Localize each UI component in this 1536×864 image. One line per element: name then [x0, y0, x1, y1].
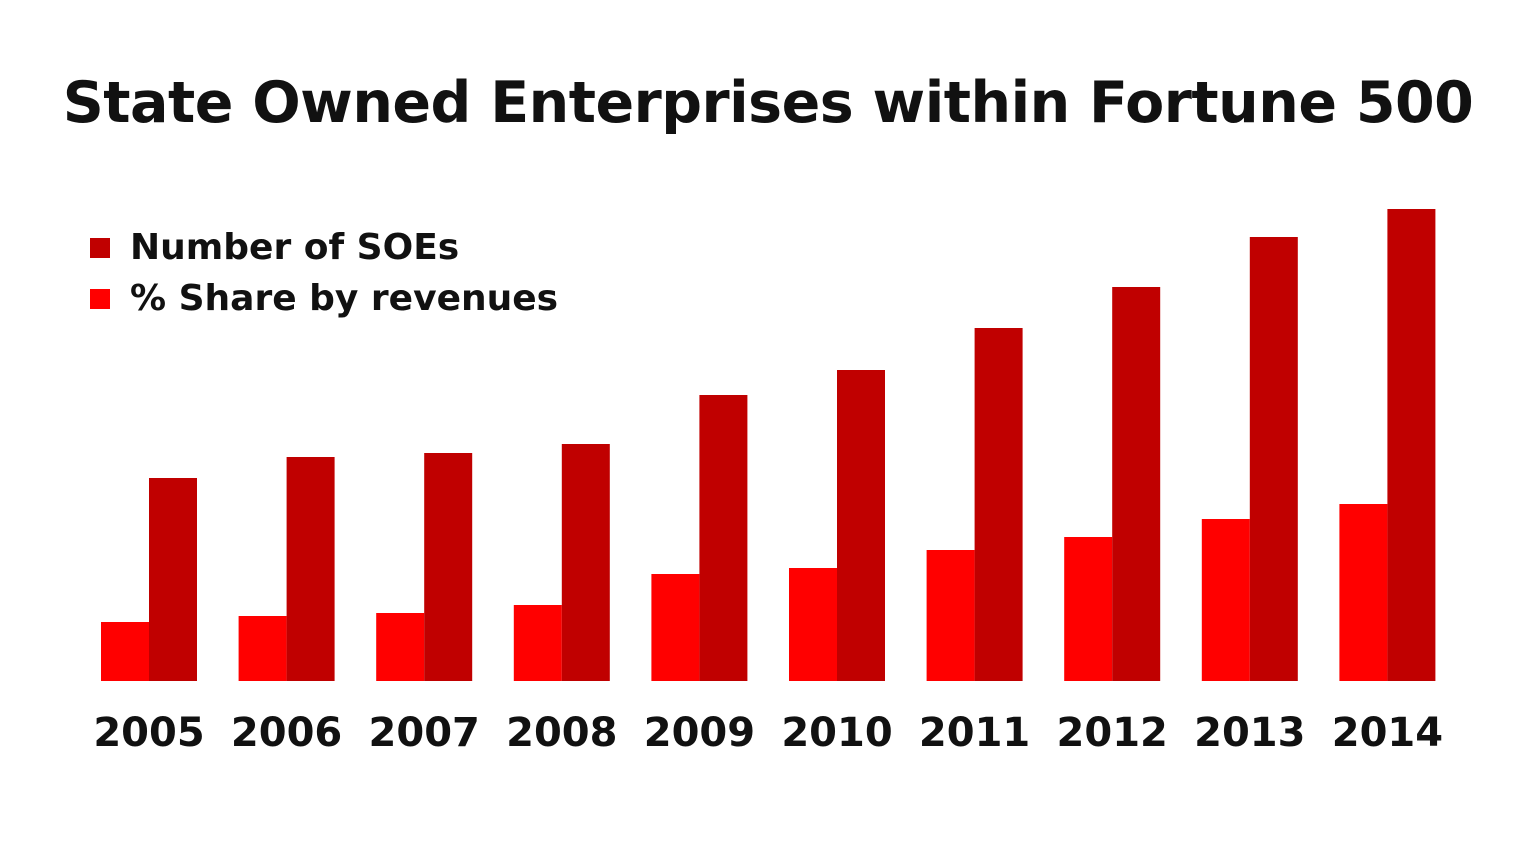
- x-tick-label-2005: 2005: [93, 710, 204, 756]
- legend-item-share-by-revenues: % Share by revenues: [90, 273, 558, 324]
- bar-share-by-revenues-2012: [1064, 537, 1113, 681]
- legend-label-share-by-revenues: % Share by revenues: [130, 278, 559, 319]
- bar-share-by-revenues-2009: [651, 574, 700, 681]
- x-tick-label-2006: 2006: [231, 710, 342, 756]
- bar-number-of-soes-2008: [561, 444, 610, 681]
- bar-share-by-revenues-2005: [101, 622, 149, 681]
- bar-share-by-revenues-2011: [926, 550, 975, 681]
- bar-number-of-soes-2009: [699, 395, 748, 681]
- x-tick-label-2009: 2009: [644, 710, 755, 756]
- x-tick-label-2008: 2008: [506, 710, 617, 756]
- bar-share-by-revenues-2006: [238, 616, 287, 681]
- bar-number-of-soes-2013: [1249, 237, 1298, 681]
- x-tick-label-2013: 2013: [1194, 710, 1305, 756]
- bar-number-of-soes-2010: [837, 370, 885, 681]
- bar-share-by-revenues-2010: [789, 568, 837, 681]
- x-tick-label-2007: 2007: [369, 710, 480, 756]
- legend-label-number-of-soes: Number of SOEs: [130, 227, 460, 268]
- bar-number-of-soes-2014: [1387, 209, 1436, 681]
- bar-number-of-soes-2012: [1112, 287, 1161, 681]
- x-tick-label-2011: 2011: [919, 710, 1030, 756]
- bar-number-of-soes-2005: [149, 478, 197, 681]
- bar-share-by-revenues-2014: [1339, 504, 1388, 681]
- legend-item-number-of-soes: Number of SOEs: [90, 222, 558, 273]
- chart-title: State Owned Enterprises within Fortune 5…: [62, 70, 1474, 136]
- bar-number-of-soes-2006: [286, 457, 335, 681]
- legend-swatch-number-of-soes: [90, 237, 110, 258]
- bar-share-by-revenues-2013: [1201, 519, 1250, 681]
- bar-number-of-soes-2007: [424, 453, 473, 681]
- x-tick-label-2012: 2012: [1057, 710, 1168, 756]
- bar-number-of-soes-2011: [974, 328, 1023, 681]
- x-tick-label-2010: 2010: [781, 710, 892, 756]
- chart-legend: Number of SOEs % Share by revenues: [90, 222, 558, 324]
- bar-share-by-revenues-2007: [376, 613, 425, 681]
- bar-share-by-revenues-2008: [513, 605, 562, 681]
- x-tick-label-2014: 2014: [1332, 710, 1443, 756]
- legend-swatch-share-by-revenues: [90, 288, 110, 309]
